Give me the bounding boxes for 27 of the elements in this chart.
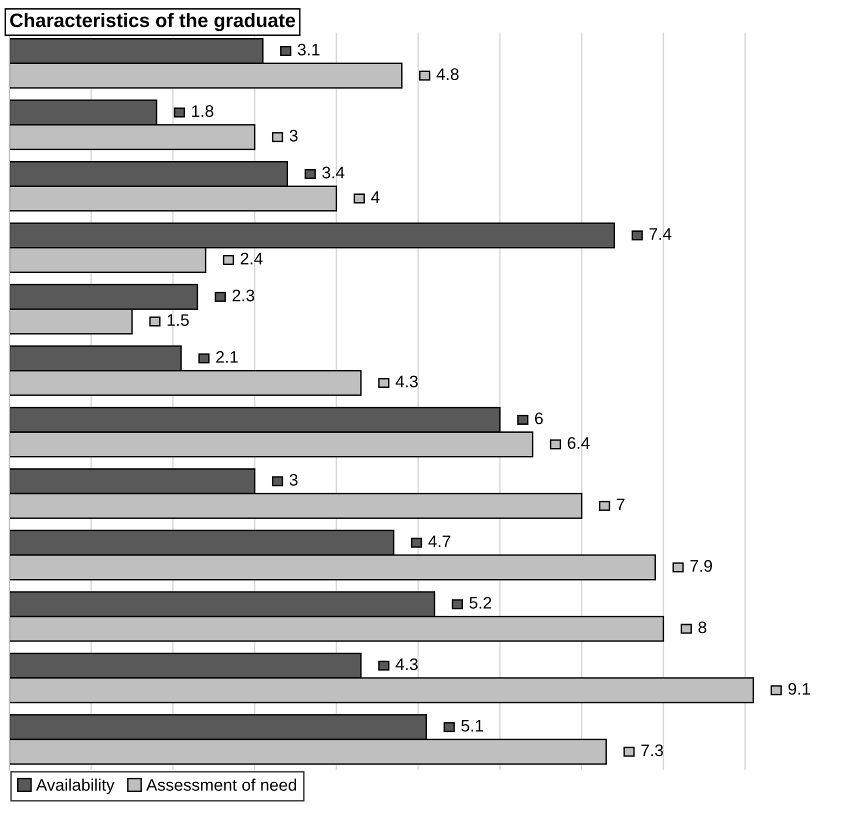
data-label: 4.3 — [396, 658, 418, 670]
data-label: 6 — [535, 412, 543, 424]
legend-label: Availability — [36, 778, 114, 794]
data-label: 4 — [371, 191, 380, 203]
legend-label: Assessment of need — [146, 778, 296, 791]
data-label: 7.3 — [641, 744, 663, 756]
data-label: 7.4 — [650, 228, 672, 240]
data-label: 4.3 — [396, 376, 418, 388]
chart-title: Characteristics of the graduate — [10, 12, 296, 32]
data-label: 1.8 — [192, 105, 214, 117]
data-label: 3 — [290, 130, 298, 142]
data-label: 4.7 — [428, 536, 450, 548]
data-label: 2.3 — [232, 290, 254, 302]
data-label: 5.2 — [470, 596, 492, 609]
data-label: 1.5 — [168, 314, 189, 326]
data-label: 5.1 — [461, 720, 484, 732]
data-label: 6.4 — [568, 437, 590, 449]
data-label: 3 — [290, 474, 298, 486]
data-label: 7 — [616, 498, 624, 510]
data-label: 2.1 — [216, 351, 238, 363]
data-label: 9.1 — [788, 682, 810, 695]
data-label: 3.4 — [322, 166, 344, 178]
data-label: 8 — [698, 621, 706, 634]
data-label: 7.9 — [690, 560, 712, 572]
data-label: 4.8 — [436, 68, 459, 80]
data-label: 2.4 — [240, 252, 263, 264]
data-label: 3.1 — [298, 44, 320, 56]
